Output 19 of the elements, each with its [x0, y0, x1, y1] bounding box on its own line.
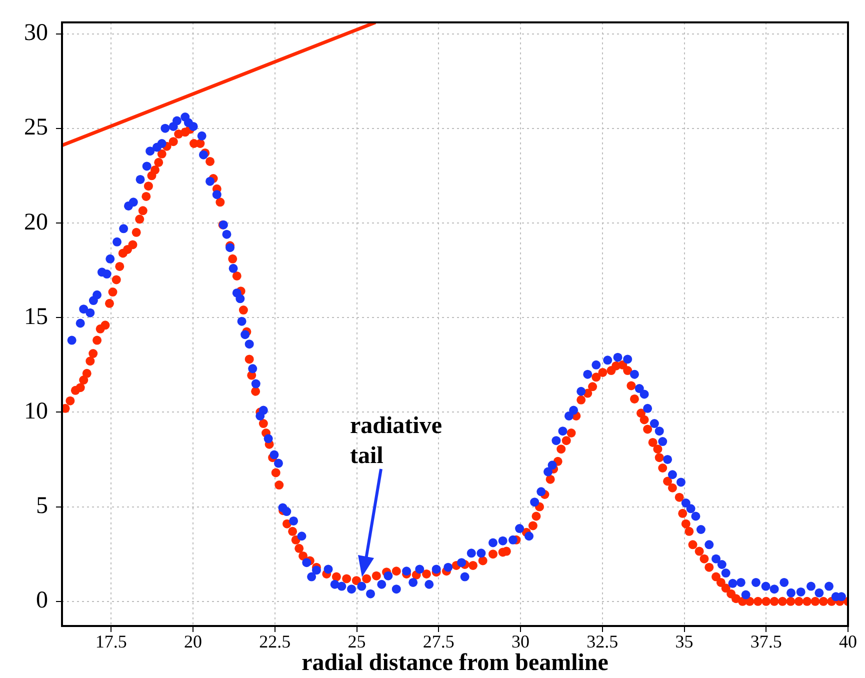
y-tick-label: 25 — [24, 114, 48, 141]
x-tick-label: 32.5 — [586, 632, 618, 652]
x-tick-label: 35 — [675, 632, 694, 652]
y-tick-label: 15 — [24, 304, 48, 330]
x-axis-title: radial distance from beamline — [302, 650, 609, 676]
x-tick-label: 22.5 — [259, 632, 291, 652]
x-tick-label: 27.5 — [422, 632, 454, 652]
annotation: radiative tail — [350, 413, 442, 469]
x-tick-label: 30 — [512, 632, 530, 652]
y-tick-label: 5 — [36, 493, 48, 520]
x-tick-label: 17.5 — [95, 632, 127, 652]
y-tick-label: 20 — [24, 209, 48, 236]
x-tick-label: 25 — [348, 632, 366, 652]
x-tick-label: 40 — [839, 632, 857, 652]
y-tick-label: 0 — [36, 588, 48, 614]
x-tick-label: 20 — [184, 632, 202, 652]
x-tick-label: 37.5 — [750, 632, 782, 652]
y-tick-label: 10 — [24, 398, 48, 424]
y-tick-label: 30 — [24, 20, 48, 46]
